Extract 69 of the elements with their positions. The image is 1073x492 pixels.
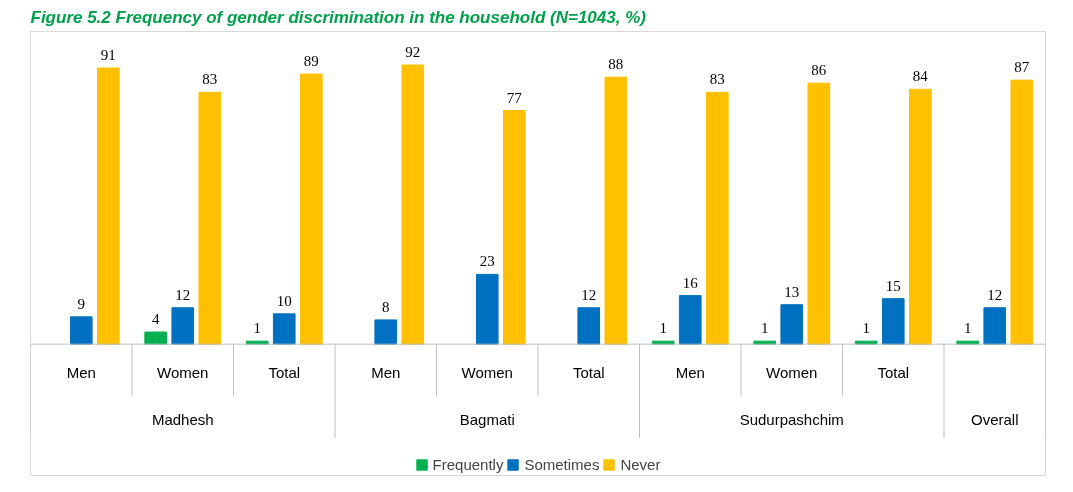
x-tick-label: Women — [157, 363, 209, 381]
data-label: 77 — [506, 89, 523, 106]
data-label: 83 — [709, 71, 725, 88]
legend-label: Never — [620, 456, 661, 473]
bar — [753, 340, 777, 345]
bar — [198, 91, 222, 345]
data-label: 89 — [303, 53, 319, 70]
data-label: 12 — [581, 286, 597, 303]
text: Sudurpashchim — [739, 410, 844, 428]
bar — [577, 307, 601, 345]
x-tick-label: Men — [66, 363, 96, 381]
bar — [908, 88, 932, 345]
bar — [807, 82, 831, 345]
legend-label: Sometimes — [524, 456, 600, 473]
chart-title: Figure 5.2 Frequency of gender discrimination in the household (N=1043, %) — [30, 7, 647, 27]
data-label: 13 — [784, 283, 800, 300]
bar — [705, 91, 729, 345]
data-label: 1 — [659, 320, 667, 337]
data-label: 1 — [760, 320, 769, 337]
text: Overall — [970, 410, 1019, 428]
data-label: 87 — [1014, 59, 1030, 76]
bar — [604, 76, 628, 345]
x-tick-label: Men — [371, 363, 401, 381]
bar — [401, 64, 425, 345]
data-label: 15 — [885, 277, 901, 294]
data-label: 16 — [682, 274, 699, 291]
data-label: 8 — [382, 298, 390, 315]
bar — [1010, 79, 1034, 345]
data-label: 10 — [276, 292, 292, 309]
data-label: 1 — [253, 320, 261, 337]
x-tick-label: Total — [877, 363, 910, 381]
data-label: 86 — [811, 62, 827, 79]
bar — [96, 67, 120, 345]
data-label: 91 — [100, 47, 116, 64]
data-label: 12 — [987, 286, 1003, 303]
bar — [651, 340, 675, 345]
bar — [272, 313, 296, 345]
x-tick-label: Total — [572, 363, 605, 381]
bar — [881, 298, 905, 345]
bar — [245, 340, 269, 345]
bar — [171, 307, 195, 345]
data-label: 83 — [202, 71, 218, 88]
bar — [956, 340, 980, 345]
x-tick-label: Women — [766, 363, 818, 381]
legend-label: Frequently — [432, 456, 504, 473]
text: Madhesh — [151, 410, 214, 428]
bar — [780, 304, 804, 345]
x-tick-label: Total — [268, 363, 301, 381]
data-label: 84 — [912, 68, 929, 85]
data-label: 1 — [862, 320, 870, 337]
bar — [475, 273, 499, 345]
data-label: 12 — [175, 286, 191, 303]
bar — [374, 319, 398, 345]
x-tick-label: Women — [461, 363, 513, 381]
bar — [678, 295, 702, 345]
data-label: 9 — [77, 295, 85, 312]
bar — [502, 110, 526, 345]
bar — [69, 316, 93, 345]
data-label: 23 — [479, 253, 495, 270]
data-label: 92 — [405, 44, 421, 60]
data-label: 88 — [608, 56, 624, 73]
x-tick-label: Men — [675, 363, 705, 381]
data-label: 1 — [963, 320, 972, 337]
text: Bagmati — [459, 410, 515, 428]
data-label: 4 — [151, 311, 160, 328]
bar — [854, 340, 878, 345]
bar — [983, 307, 1007, 345]
bar — [144, 331, 168, 345]
bar — [299, 73, 323, 345]
